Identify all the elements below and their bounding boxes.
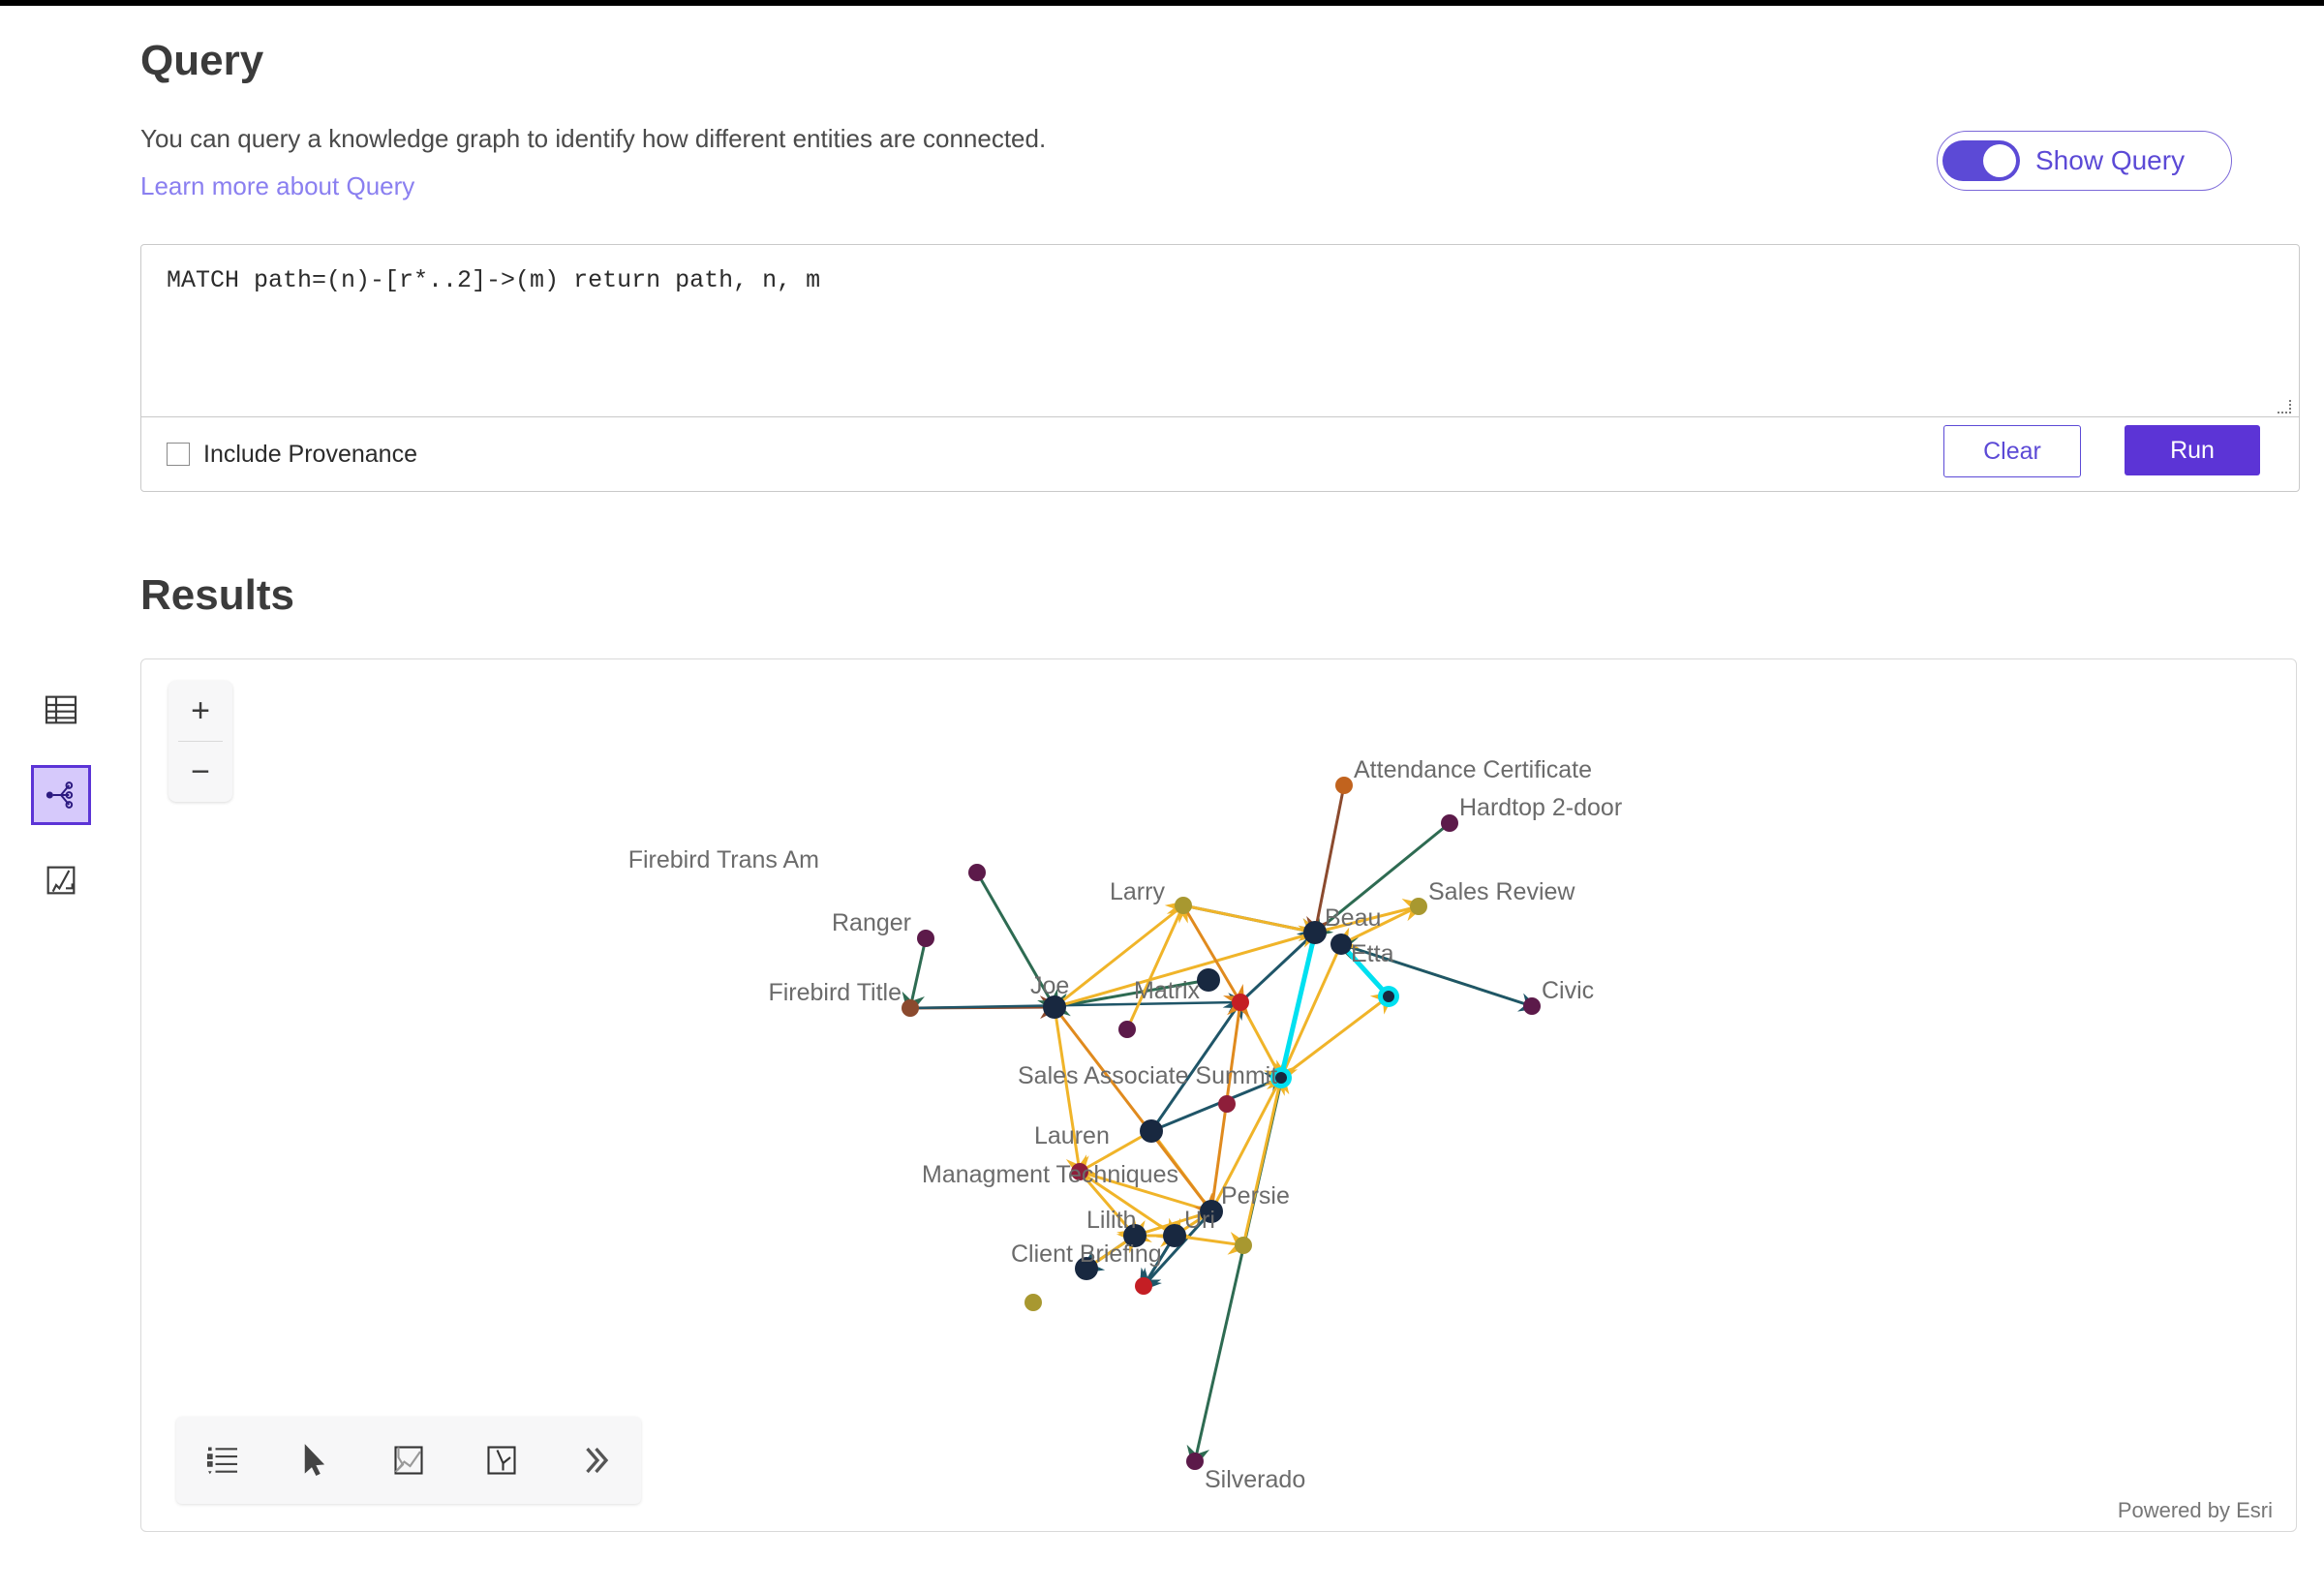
svg-text:Sales Associate Summit: Sales Associate Summit <box>1018 1062 1277 1089</box>
svg-text:Persie: Persie <box>1221 1182 1290 1209</box>
svg-text:Managment Techniques: Managment Techniques <box>922 1161 1178 1188</box>
svg-text:Hardtop 2-door: Hardtop 2-door <box>1459 794 1622 821</box>
svg-text:Beau: Beau <box>1325 904 1381 932</box>
svg-text:Lilith: Lilith <box>1086 1207 1136 1234</box>
svg-text:Lauren: Lauren <box>1034 1122 1110 1149</box>
svg-text:Matrix: Matrix <box>1134 977 1201 1004</box>
svg-text:Etta: Etta <box>1351 940 1394 967</box>
svg-text:Ranger: Ranger <box>832 909 911 936</box>
svg-text:Uri: Uri <box>1184 1207 1215 1234</box>
svg-text:Civic: Civic <box>1542 977 1594 1004</box>
svg-text:Silverado: Silverado <box>1205 1466 1305 1493</box>
svg-text:Sales Review: Sales Review <box>1428 878 1575 905</box>
svg-text:Firebird Trans Am: Firebird Trans Am <box>628 846 819 873</box>
svg-text:Larry: Larry <box>1110 878 1165 905</box>
svg-text:Joe: Joe <box>1030 972 1069 999</box>
svg-text:Firebird Title: Firebird Title <box>768 979 902 1006</box>
svg-text:Attendance Certificate: Attendance Certificate <box>1354 756 1592 783</box>
svg-text:Client Briefing: Client Briefing <box>1011 1240 1162 1268</box>
